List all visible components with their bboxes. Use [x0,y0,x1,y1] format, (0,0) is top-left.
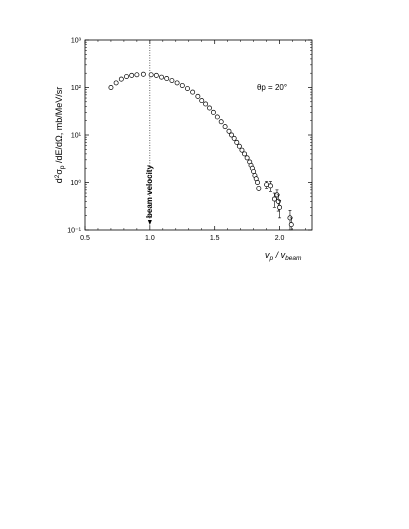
x-axis-label: vp / vbeam [265,250,302,262]
data-point [179,83,185,88]
data-point [251,169,257,175]
x-tick-label: 1.5 [210,235,220,242]
data-point [185,86,190,92]
y-tick-label: 10² [71,85,82,92]
data-points [108,71,294,231]
data-point [218,119,224,125]
data-point [236,143,242,149]
data-point [195,93,201,99]
data-point [113,80,119,86]
data-point [242,151,247,157]
data-point [226,128,232,134]
x-axis-ticks: 0.5 1.0 1.5 2.0 [80,40,306,242]
beam-velocity-arrow [147,220,152,225]
data-point [148,72,154,78]
data-point [231,135,237,141]
x-tick-label: 2.0 [275,235,285,242]
data-point [108,85,114,90]
y-tick-label: 10³ [71,38,82,45]
data-point [207,105,212,111]
data-point [129,72,135,78]
data-point [164,76,170,81]
y-axis-ticks: 10⁻¹ 10⁰ 10¹ 10² 10³ [67,38,312,235]
data-point [134,72,140,78]
y-tick-label: 10¹ [71,133,82,140]
data-point [210,109,216,115]
data-point [140,71,146,77]
data-point [153,72,159,78]
beam-velocity-label: beam velocity [145,165,154,218]
data-point [169,78,175,84]
x-tick-label: 1.0 [145,235,155,242]
y-axis-label: d2σp /dE/dΩ, mb/MeV/sr [54,87,66,184]
data-point [268,183,273,189]
data-point [255,180,260,185]
data-point [277,204,283,210]
data-point [256,185,262,191]
data-point [244,155,250,161]
data-point [271,196,277,202]
data-point [288,222,294,228]
data-point [234,139,240,145]
data-point [199,98,205,104]
angle-label: θp = 20° [257,83,287,92]
data-point [159,74,164,80]
data-point [214,114,220,120]
data-point [222,124,228,130]
data-point [118,76,124,82]
y-tick-label: 10⁻¹ [67,228,81,235]
data-point [174,80,180,86]
data-point [229,132,235,138]
data-point [203,101,209,107]
y-tick-label: 10⁰ [70,179,81,187]
data-point [239,147,245,153]
data-point [124,74,129,80]
data-point [190,89,196,95]
x-tick-label: 0.5 [80,235,90,242]
